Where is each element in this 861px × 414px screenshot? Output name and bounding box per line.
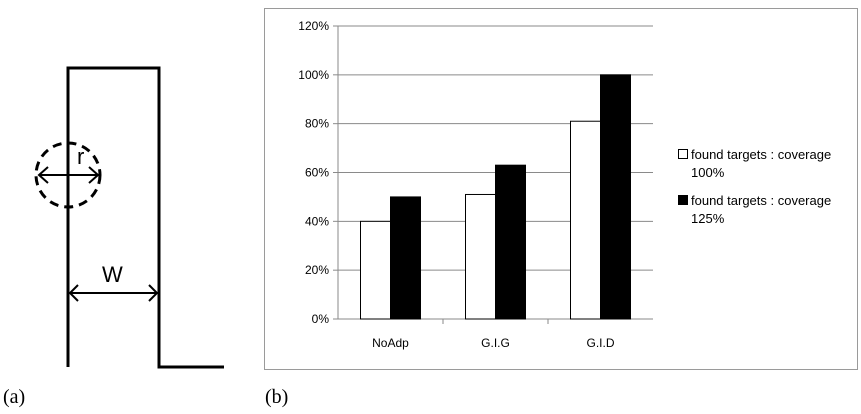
bar-gig-series-2	[496, 165, 526, 319]
bar-gig-series-1	[466, 194, 496, 319]
caption-b: (b)	[265, 386, 288, 409]
width-label: W	[102, 262, 123, 287]
chart-panel: 0% 20% 40% 60% 80% 100% 120% NoAdp G.I.G G.I.D fo…	[264, 8, 860, 372]
legend-item-coverage-125: found targets : coverage 125%	[678, 192, 858, 228]
corridor-diagram: r W	[0, 0, 250, 414]
bar-noadp-series-1	[361, 221, 391, 319]
legend-label: found targets : coverage 125%	[691, 192, 831, 228]
y-tick-label: 80%	[305, 117, 329, 131]
legend: found targets : coverage 100% found targe…	[678, 146, 858, 238]
bar-noadp-series-2	[391, 197, 421, 319]
y-tick-label: 120%	[298, 19, 329, 33]
legend-swatch-black	[678, 195, 688, 205]
corridor-outline	[68, 68, 224, 367]
y-tick-label: 40%	[305, 214, 329, 228]
x-category-label: G.I.D	[586, 336, 614, 350]
y-tick-label: 60%	[305, 166, 329, 180]
x-category-label: NoAdp	[372, 336, 409, 350]
bar-gid-series-1	[571, 121, 601, 319]
y-tick-label: 20%	[305, 263, 329, 277]
bar-gid-series-2	[601, 75, 631, 319]
radius-label: r	[77, 144, 84, 169]
y-tick-label: 100%	[298, 68, 329, 82]
diagram-panel: r W	[0, 0, 250, 414]
legend-label: found targets : coverage 100%	[691, 146, 831, 182]
y-tick-label: 0%	[312, 312, 330, 326]
legend-item-coverage-100: found targets : coverage 100%	[678, 146, 858, 182]
legend-swatch-white	[678, 149, 688, 159]
x-category-label: G.I.G	[481, 336, 510, 350]
caption-a: (a)	[3, 386, 25, 409]
